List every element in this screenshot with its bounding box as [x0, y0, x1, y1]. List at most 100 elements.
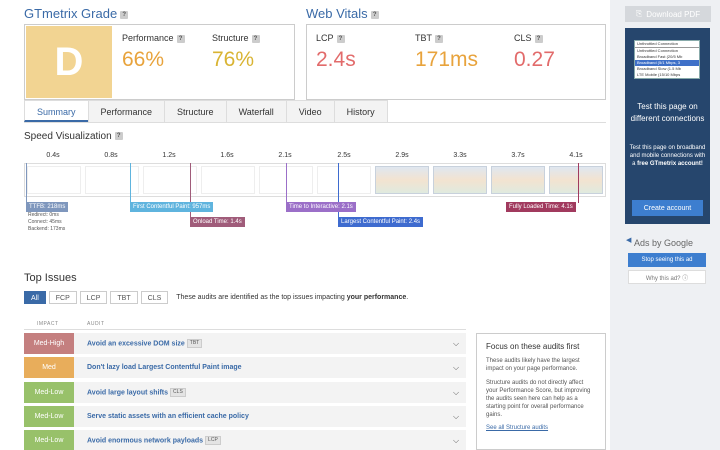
audit-title[interactable]: Avoid large layout shifts: [87, 389, 169, 397]
chevron-down-icon[interactable]: ⌵: [452, 411, 460, 421]
connections-promo: Unthrottled Connection Unthrottled Conne…: [625, 28, 710, 224]
connection-option[interactable]: LTE Mobile (15/10 Mbps: [637, 72, 681, 77]
chevron-down-icon[interactable]: ⌵: [452, 338, 460, 348]
connection-option[interactable]: Broadband Slow (1.5 Mb: [637, 66, 682, 71]
tab-summary[interactable]: Summary: [24, 100, 89, 122]
tick-label: 2.5s: [337, 152, 351, 159]
onload-line: [190, 163, 191, 218]
audit-title[interactable]: Serve static assets with an efficient ca…: [87, 413, 249, 420]
timeline-ticks: 0.4s 0.8s 1.2s 1.6s 2.1s 2.5s 2.9s 3.3s …: [24, 152, 606, 162]
issue-row[interactable]: Med-Low Avoid large layout shifts CLS ⌵: [24, 382, 466, 403]
ttfb-details: Redirect: 0ms Connect: 45ms Backend: 173…: [28, 212, 65, 233]
audit-tag: LCP: [205, 436, 221, 445]
connection-option[interactable]: Unthrottled Connection: [637, 48, 678, 53]
tick-label: 0.4s: [46, 152, 60, 159]
chevron-down-icon[interactable]: ⌵: [452, 387, 460, 397]
top-issues-title: Top Issues: [24, 272, 77, 284]
grade-letter: D: [26, 26, 112, 98]
issue-row[interactable]: Med-Low Serve static assets with an effi…: [24, 406, 466, 427]
tab-structure[interactable]: Structure: [164, 100, 227, 122]
lcp-help-icon[interactable]: ?: [336, 34, 345, 43]
issue-filters: All FCP LCP TBT CLS These audits are ide…: [24, 291, 408, 304]
tab-waterfall[interactable]: Waterfall: [225, 100, 287, 122]
why-ad-button[interactable]: Why this ad? ⓘ: [628, 270, 706, 284]
grade-help-icon[interactable]: ?: [120, 10, 129, 19]
grade-title: GTmetrix Grade?: [24, 6, 129, 21]
audit-column-header: AUDIT: [87, 321, 105, 327]
download-pdf-button[interactable]: ⎘ Download PDF: [625, 6, 711, 22]
filmstrip-frame-screenshot[interactable]: [375, 166, 429, 194]
lcp-marker: Largest Contentful Paint: 2.4s: [338, 217, 424, 227]
impact-badge: Med: [24, 357, 74, 378]
chevron-down-icon[interactable]: ⌵: [452, 435, 460, 445]
vitals-title: Web Vitals?: [306, 6, 379, 21]
chevron-down-icon[interactable]: ⌵: [452, 362, 460, 372]
performance-metric: Performance? 66%: [122, 33, 185, 72]
performance-label: Performance: [122, 33, 174, 43]
report-tabs: Summary Performance Structure Waterfall …: [24, 100, 388, 122]
structure-help-icon[interactable]: ?: [251, 34, 260, 43]
grade-box: D Performance? 66% Structure? 76%: [24, 24, 295, 100]
audit-title[interactable]: Avoid an excessive DOM size: [87, 340, 185, 348]
connection-option[interactable]: Broadband Fast (20/5 Mb: [637, 54, 683, 59]
filmstrip-frame-screenshot[interactable]: [433, 166, 487, 194]
fcp-marker: First Contentful Paint: 957ms: [130, 202, 214, 212]
filter-all[interactable]: All: [24, 291, 46, 304]
connection-option-selected[interactable]: Broadband (5/1 Mbps, 3: [635, 60, 699, 66]
sidebar: ⎘ Download PDF Unthrottled Connection Unt…: [620, 0, 720, 450]
structure-value: 76%: [212, 48, 255, 71]
tick-label: 0.8s: [104, 152, 118, 159]
main-content: GTmetrix Grade? D Performance? 66% Struc…: [0, 0, 610, 450]
download-pdf-label: Download PDF: [646, 9, 701, 19]
filmstrip: [24, 163, 606, 197]
audit-cell: Don't lazy load Largest Contentful Paint…: [87, 364, 446, 371]
issue-row[interactable]: Med Don't lazy load Largest Contentful P…: [24, 357, 466, 378]
filmstrip-frame[interactable]: [27, 166, 81, 194]
impact-column-header: IMPACT: [37, 321, 59, 327]
vitals-box: LCP? 2.4s TBT? 171ms CLS? 0.27: [306, 24, 606, 100]
filmstrip-frame[interactable]: [201, 166, 255, 194]
performance-help-icon[interactable]: ?: [176, 34, 185, 43]
audit-title[interactable]: Avoid enormous network payloads: [87, 437, 204, 445]
filter-fcp[interactable]: FCP: [48, 291, 77, 304]
connect-detail: Connect: 45ms: [28, 219, 62, 225]
tab-history[interactable]: History: [333, 100, 388, 122]
filmstrip-frame[interactable]: [317, 166, 371, 194]
flt-line: [578, 163, 579, 203]
lcp-label: LCP: [316, 33, 334, 43]
vitals-help-icon[interactable]: ?: [370, 10, 379, 19]
structure-audits-link[interactable]: See all Structure audits: [486, 425, 549, 431]
filter-cls[interactable]: CLS: [140, 291, 169, 304]
redirect-detail: Redirect: 0ms: [28, 212, 59, 218]
connection-option[interactable]: Unthrottled Connection: [635, 41, 699, 48]
tick-label: 1.2s: [162, 152, 176, 159]
create-account-button[interactable]: Create account: [632, 200, 703, 216]
flt-marker: Fully Loaded Time: 4.1s: [506, 202, 576, 212]
tab-video[interactable]: Video: [285, 100, 335, 122]
filmstrip-frame[interactable]: [143, 166, 197, 194]
ad-close-icon[interactable]: ◀: [626, 237, 632, 244]
onload-marker: Onload Time: 1.4s: [190, 217, 245, 227]
filter-lcp[interactable]: LCP: [79, 291, 108, 304]
header-divider: [24, 329, 466, 330]
cls-help-icon[interactable]: ?: [534, 34, 543, 43]
issue-row[interactable]: Med-Low Avoid enormous network payloads L…: [24, 430, 466, 450]
lcp-metric: LCP? 2.4s: [316, 33, 356, 72]
issue-row[interactable]: Med-High Avoid an excessive DOM size TBT …: [24, 333, 466, 354]
tick-label: 3.3s: [453, 152, 467, 159]
focus-panel: Focus on these audits first These audits…: [476, 333, 606, 450]
filmstrip-frame-screenshot[interactable]: [491, 166, 545, 194]
speed-help-icon[interactable]: ?: [114, 132, 123, 141]
tab-performance[interactable]: Performance: [87, 100, 166, 122]
fcp-line: [130, 163, 131, 203]
audit-cell: Avoid enormous network payloads LCP: [87, 436, 446, 445]
filter-tbt[interactable]: TBT: [110, 291, 138, 304]
impact-badge: Med-Low: [24, 430, 74, 450]
stop-ad-button[interactable]: Stop seeing this ad: [628, 253, 706, 267]
audit-title[interactable]: Don't lazy load Largest Contentful Paint…: [87, 364, 242, 371]
connection-select[interactable]: Unthrottled Connection Unthrottled Conne…: [634, 40, 700, 79]
tti-line: [286, 163, 287, 203]
filmstrip-frame-screenshot[interactable]: [549, 166, 603, 194]
ttfb-marker: TTFB: 218ms: [26, 202, 69, 212]
tbt-help-icon[interactable]: ?: [435, 34, 443, 43]
